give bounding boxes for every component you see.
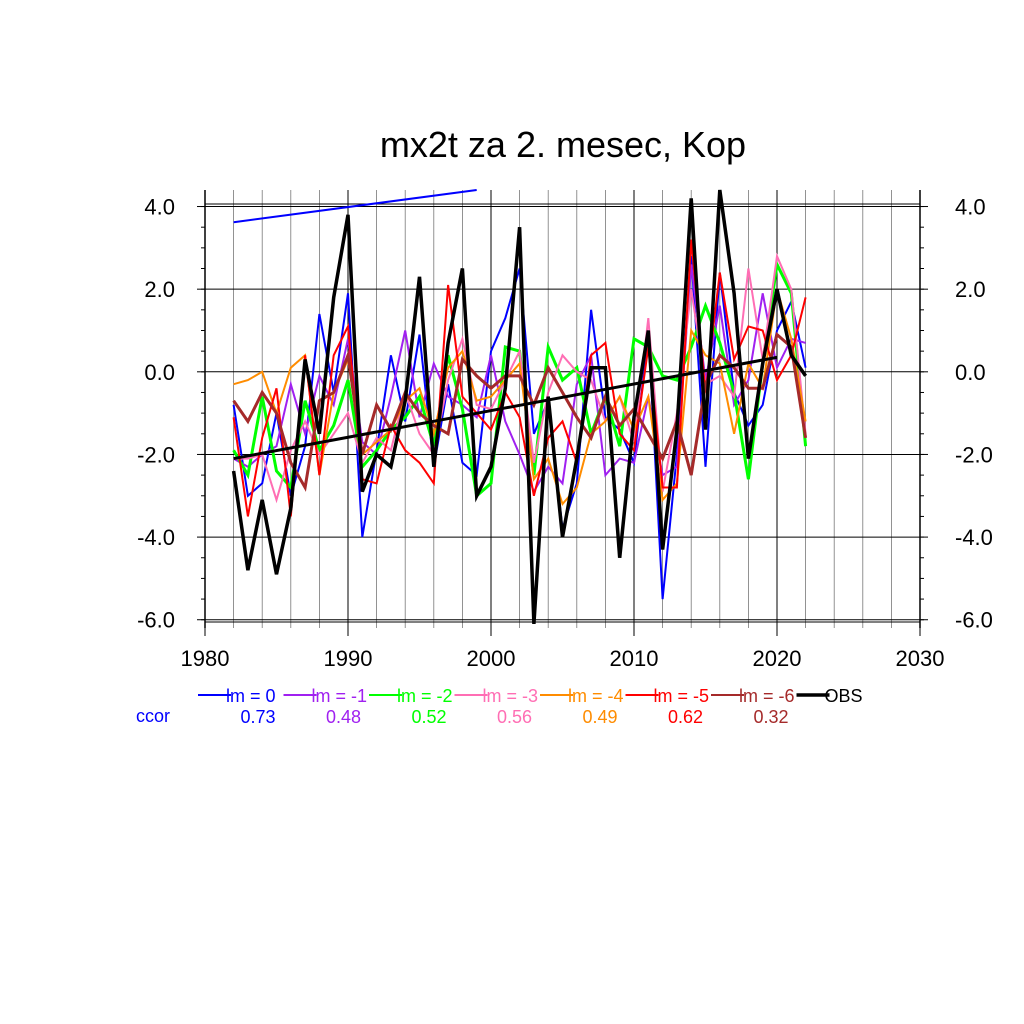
legend-label: lm = -5: [654, 686, 710, 706]
x-tick-label: 1980: [181, 646, 230, 671]
legend: ccor lm = 00.73 lm = -10.48 lm = -20.52 lm =…: [136, 686, 863, 727]
y-axis-left: 4.0 2.0 0.0 -2.0 -4.0 -6.0: [137, 195, 205, 633]
y-tick-label-left: -4.0: [137, 525, 175, 550]
y-tick-label-right: 2.0: [955, 277, 986, 302]
x-tick-label: 1990: [324, 646, 373, 671]
y-tick-label-left: 0.0: [144, 360, 175, 385]
legend-label: OBS: [825, 686, 863, 706]
ccor-value: 0.56: [497, 707, 532, 727]
y-tick-label-left: -2.0: [137, 442, 175, 467]
series-lm-0-trend: [233, 189, 477, 224]
legend-label: lm = -6: [739, 686, 795, 706]
series-obs-trend: [233, 355, 778, 461]
x-tick-label: 2030: [896, 646, 945, 671]
y-tick-label-right: -2.0: [955, 442, 993, 467]
y-tick-label-left: 2.0: [144, 277, 175, 302]
y-tick-label-right: 4.0: [955, 195, 986, 220]
ccor-value: 0.49: [582, 707, 617, 727]
x-tick-label: 2010: [610, 646, 659, 671]
x-tick-label: 2020: [753, 646, 802, 671]
y-tick-label-left: 4.0: [144, 195, 175, 220]
y-axis-right: 4.0 2.0 0.0 -2.0 -4.0 -6.0: [920, 195, 993, 633]
plot-frame: [204, 190, 921, 628]
series-lines: [231, 189, 808, 625]
ccor-label: ccor: [136, 706, 170, 726]
x-tick-label: 2000: [467, 646, 516, 671]
legend-label: lm = -3: [483, 686, 539, 706]
y-tick-label-left: -6.0: [137, 608, 175, 633]
legend-label: lm = -4: [568, 686, 624, 706]
ccor-value: 0.62: [668, 707, 703, 727]
y-tick-label-right: -6.0: [955, 608, 993, 633]
y-tick-label-right: 0.0: [955, 360, 986, 385]
legend-label: lm = -1: [312, 686, 368, 706]
ccor-value: 0.73: [240, 707, 275, 727]
legend-label: lm = 0: [226, 686, 276, 706]
y-tick-label-right: -4.0: [955, 525, 993, 550]
legend-label: lm = -2: [397, 686, 453, 706]
ccor-value: 0.52: [411, 707, 446, 727]
chart-title: mx2t za 2. mesec, Kop: [380, 124, 746, 165]
x-axis: 1980 1990 2000 2010 2020 2030: [181, 628, 945, 671]
ccor-value: 0.32: [753, 707, 788, 727]
ccor-value: 0.48: [326, 707, 361, 727]
series-obs-line: [231, 189, 808, 625]
